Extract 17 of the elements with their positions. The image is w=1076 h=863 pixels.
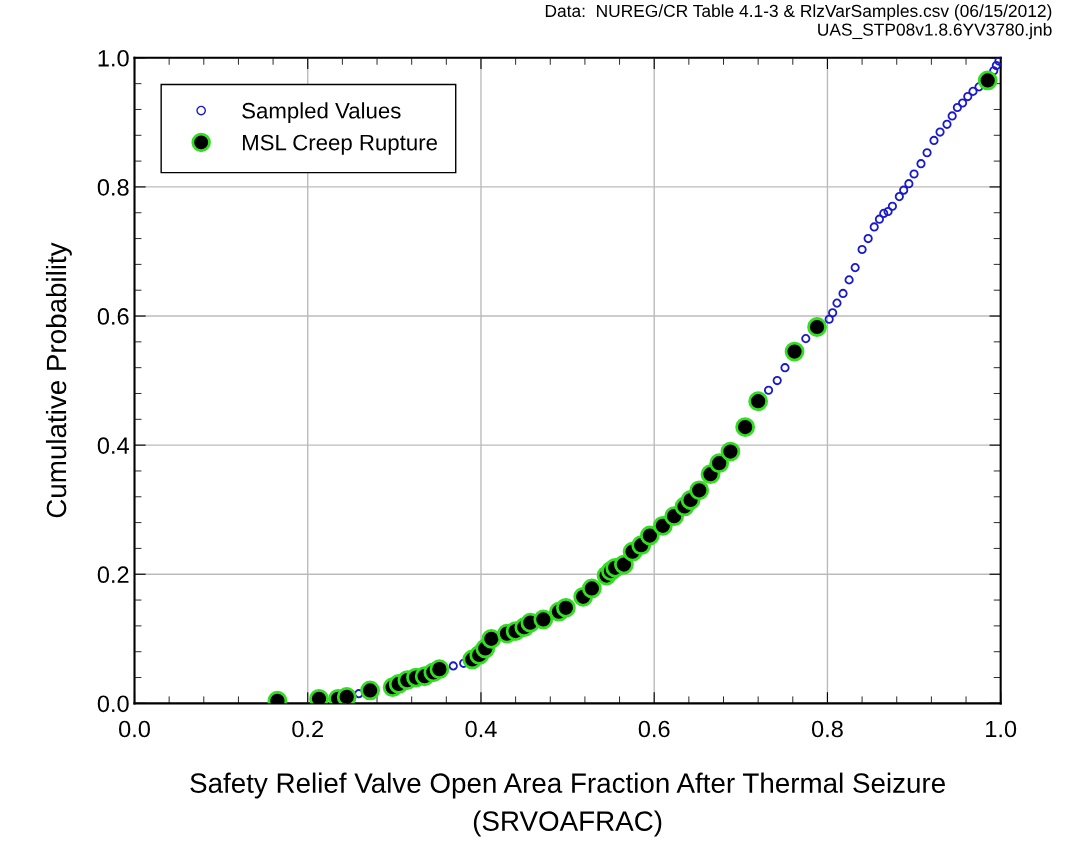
y-tick-label: 1.0: [98, 49, 129, 67]
y-tick-label: 0.0: [97, 695, 129, 713]
x-tick-label: 0.4: [465, 720, 497, 738]
y-axis-title: Cumulative Probability: [45, 242, 72, 518]
x-axis-title: Safety Relief Valve Open Area Fraction After Thermal Seizure (SRVOAFRAC): [190, 772, 945, 837]
y-tick-label: 0.8: [97, 178, 129, 196]
x-tick-label: 0.6: [638, 720, 670, 738]
x-tick-label: 0.2: [292, 720, 323, 738]
x-tick-label: 0.8: [811, 720, 843, 738]
legend-label: MSL Creep Rupture: [242, 134, 437, 155]
legend-label: Sampled Values: [242, 102, 401, 123]
x-tick-label: 1.0: [986, 720, 1017, 738]
y-tick-label: 0.4: [97, 437, 129, 454]
x-tick-label: 0.0: [119, 720, 150, 738]
text: Data: NUREG/CR Table 4.1-3 & RlzVarSamples.csv (06/15/2012) UAS_STP08v1.8.6YV3780.jnb: [545, 4, 1052, 40]
y-tick-label: 0.2: [97, 566, 129, 584]
y-tick-label: 0.6: [97, 308, 129, 325]
